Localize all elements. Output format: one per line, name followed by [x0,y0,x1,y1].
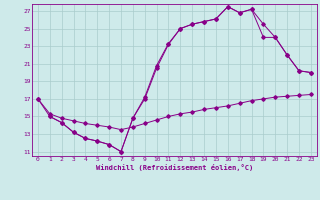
X-axis label: Windchill (Refroidissement éolien,°C): Windchill (Refroidissement éolien,°C) [96,164,253,171]
